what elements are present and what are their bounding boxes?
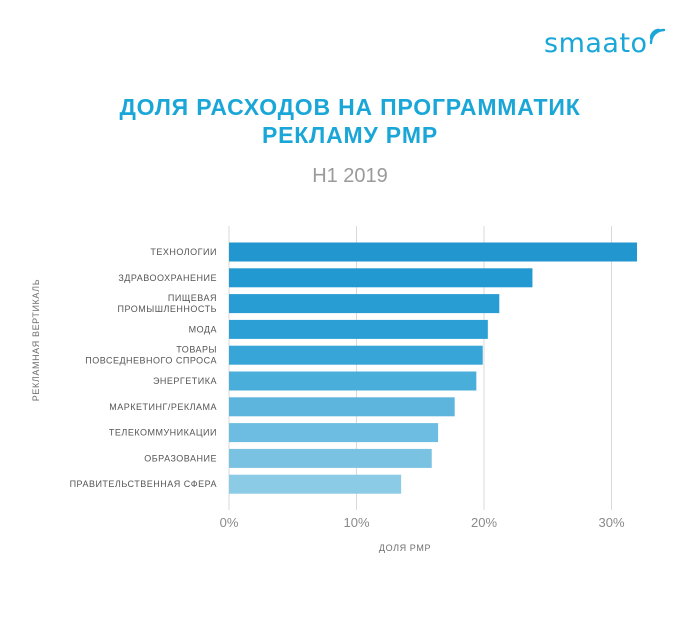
category-label: ЭНЕРГЕТИКА [153,376,217,386]
y-axis-label: РЕКЛАМНАЯ ВЕРТИКАЛЬ [31,279,41,401]
category-labels: ТЕХНОЛОГИИ ЗДРАВООХРАНЕНИЕ ПИЩЕВАЯ ПРОМЫШЛЕ… [70,247,217,489]
bar [229,294,500,314]
category-label: ТЕЛЕКОММУНИКАЦИИ [109,428,217,438]
x-axis-label: ДОЛЯ PMP [379,543,431,553]
chart-title: ДОЛЯ РАСХОДОВ НА ПРОГРАММАТИК РЕКЛАМУ PM… [0,93,700,149]
bar [229,242,637,262]
chart-subtitle: H1 2019 [312,165,388,187]
bar [229,319,488,339]
chart-title-line: ДОЛЯ РАСХОДОВ НА ПРОГРАММАТИК [119,94,581,120]
category-label: ОБРАЗОВАНИЕ [144,453,217,463]
signal-waves-icon [649,28,666,45]
category-label: ТОВАРЫ ПОВСЕДНЕВНОГО СПРОСА [85,345,217,366]
category-label: МАРКЕТИНГ/РЕКЛАМА [109,402,217,412]
category-label: МОДА [189,324,217,334]
bar [229,397,455,417]
x-tick-label: 10% [343,515,369,530]
bar [229,371,477,391]
bar [229,448,432,468]
category-label: ПРАВИТЕЛЬСТВЕННАЯ СФЕРА [70,479,217,489]
bar [229,474,402,494]
brand-logo: smaato [544,28,648,59]
x-tick-label: 30% [598,515,624,530]
category-label: ПИЩЕВАЯ ПРОМЫШЛЕННОСТЬ [117,293,217,314]
bar [229,423,439,443]
chart-title-line: РЕКЛАМУ PMP [262,122,438,148]
bar [229,345,483,365]
bars [229,242,637,494]
bar [229,268,533,288]
x-tick-label: 20% [471,515,497,530]
x-tick-label: 0% [220,515,239,530]
x-tick-labels: 0% 10% 20% 30% [220,515,625,530]
category-label: ЗДРАВООХРАНЕНИЕ [118,273,217,283]
category-label: ТЕХНОЛОГИИ [150,247,217,257]
